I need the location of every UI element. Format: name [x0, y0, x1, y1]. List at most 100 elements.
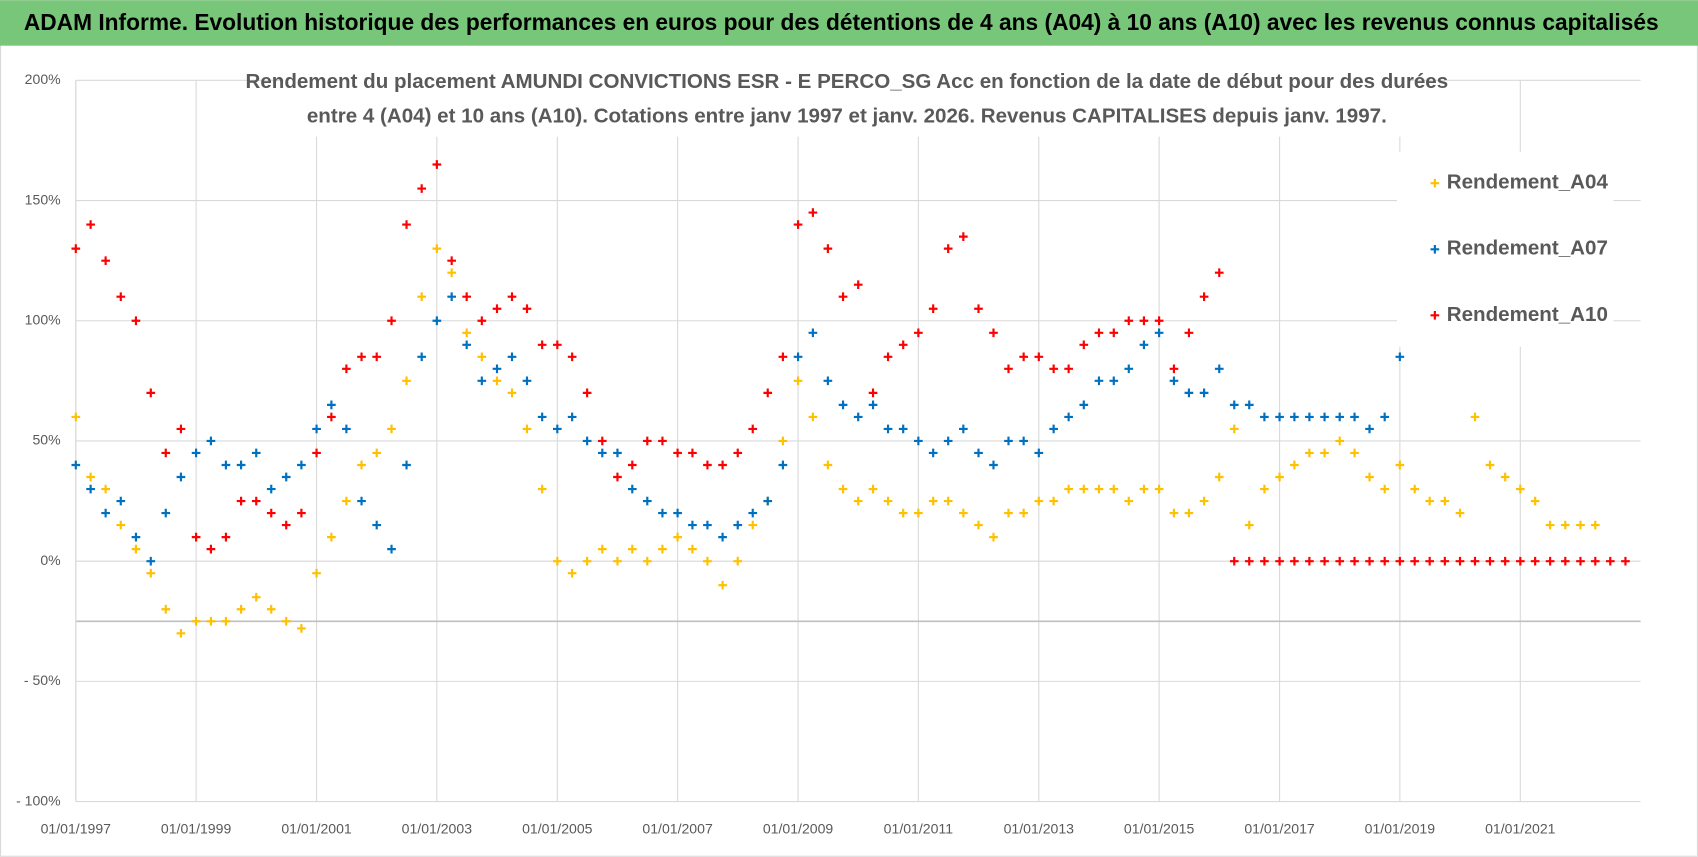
data-point — [1576, 556, 1585, 566]
x-tick-label: 01/01/2009 — [763, 820, 834, 836]
data-point — [673, 448, 682, 458]
data-point — [1605, 556, 1615, 566]
data-point — [161, 604, 171, 614]
data-point — [206, 544, 216, 554]
data-point — [146, 556, 156, 566]
data-point — [131, 316, 141, 326]
data-point — [1214, 472, 1224, 482]
data-point — [327, 532, 336, 542]
data-point — [959, 424, 968, 434]
data-point — [146, 388, 156, 398]
data-point — [823, 460, 833, 470]
data-point — [432, 316, 442, 326]
data-point — [567, 352, 577, 362]
data-point — [387, 316, 396, 326]
data-point — [1380, 412, 1390, 422]
data-point — [928, 448, 938, 458]
data-point — [402, 376, 411, 386]
plot-area: - 100% - 50% 0% 50% 100% 150% 200% 01/01/1997 01… — [16, 71, 1641, 836]
data-point — [1124, 316, 1134, 326]
data-point — [943, 496, 953, 506]
data-point — [1395, 352, 1405, 362]
data-point — [1365, 556, 1374, 566]
data-point — [447, 256, 457, 265]
legend-label: Rendement_A10 — [1447, 303, 1608, 326]
data-point — [1034, 496, 1044, 506]
data-point — [297, 508, 306, 518]
data-point — [823, 376, 833, 386]
data-point — [1064, 412, 1073, 422]
data-point — [733, 520, 743, 530]
data-point — [281, 520, 291, 530]
data-point — [537, 340, 547, 350]
data-point — [101, 508, 110, 518]
data-point — [342, 496, 351, 506]
data-point — [763, 496, 773, 506]
data-point — [1410, 556, 1420, 566]
data-point — [898, 424, 908, 434]
data-point — [853, 496, 863, 506]
data-point — [883, 352, 893, 362]
legend-marker — [1430, 178, 1440, 188]
legend-label: Rendement_A04 — [1447, 171, 1609, 194]
data-point — [432, 244, 442, 253]
data-point — [1154, 316, 1164, 326]
data-point — [928, 496, 938, 506]
data-point — [642, 496, 652, 506]
x-tick-label: 01/01/1997 — [41, 820, 112, 836]
data-point — [101, 484, 110, 494]
data-point — [1560, 520, 1570, 530]
data-point — [974, 520, 983, 530]
data-point — [402, 460, 411, 470]
data-point — [387, 544, 396, 554]
data-point — [1470, 556, 1480, 566]
data-point — [342, 424, 351, 434]
data-point — [1485, 556, 1495, 566]
data-point — [763, 388, 773, 398]
data-point — [1305, 556, 1314, 566]
data-point — [1335, 556, 1345, 566]
data-point — [1199, 292, 1209, 302]
data-point — [266, 604, 276, 614]
data-point — [312, 424, 321, 434]
data-point — [1335, 436, 1345, 446]
data-point — [597, 544, 607, 554]
data-point — [703, 520, 712, 530]
data-point — [116, 496, 126, 506]
data-point — [1034, 352, 1044, 362]
legend-label: Rendement_A07 — [1447, 237, 1608, 260]
data-point — [1275, 412, 1284, 422]
data-point — [1290, 460, 1299, 470]
data-point — [1229, 424, 1239, 434]
data-point — [808, 328, 818, 338]
x-tick-label: 01/01/2019 — [1365, 820, 1436, 836]
data-point — [266, 508, 276, 518]
data-point — [1124, 496, 1134, 506]
data-point — [357, 496, 366, 506]
data-point — [1515, 556, 1525, 566]
data-point — [372, 520, 382, 530]
data-point — [959, 508, 968, 518]
data-point — [402, 220, 411, 229]
data-point — [176, 472, 186, 482]
data-point — [868, 400, 878, 410]
data-point — [838, 484, 848, 494]
data-point — [673, 508, 682, 518]
y-tick-label: 150% — [25, 191, 61, 207]
data-point — [1350, 556, 1359, 566]
data-point — [943, 244, 953, 253]
data-point — [297, 460, 306, 470]
title-banner — [0, 0, 1698, 46]
data-point — [131, 544, 141, 554]
data-point — [372, 352, 382, 362]
data-point — [1214, 268, 1224, 278]
data-point — [432, 160, 442, 169]
data-point — [236, 604, 246, 614]
data-point — [176, 628, 186, 638]
data-point — [492, 376, 502, 386]
x-tick-label: 01/01/2005 — [522, 820, 593, 836]
data-point — [312, 568, 321, 578]
data-point — [613, 472, 622, 482]
data-point — [793, 352, 803, 362]
data-point — [597, 448, 607, 458]
